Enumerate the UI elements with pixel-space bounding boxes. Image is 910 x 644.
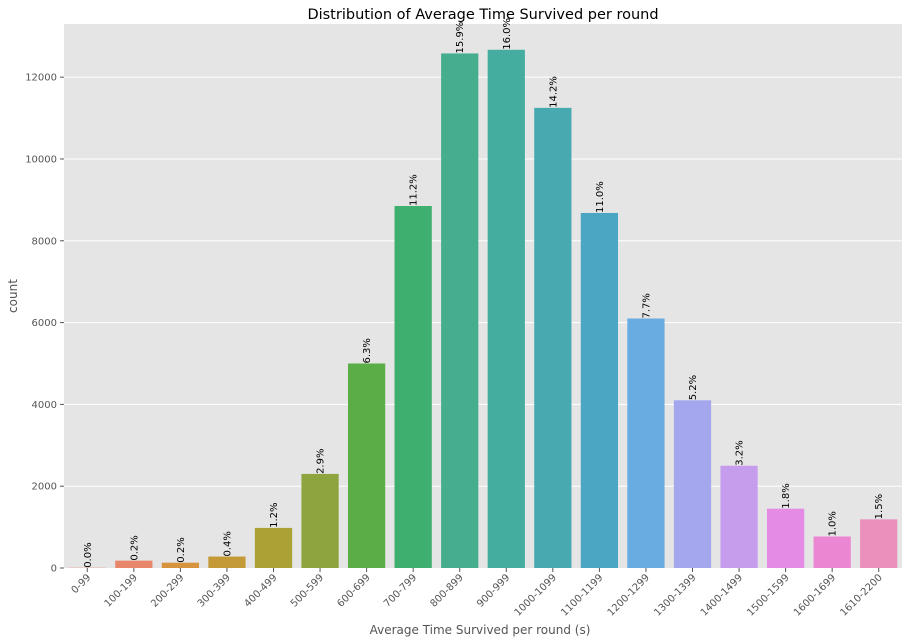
bar xyxy=(813,536,851,568)
bar xyxy=(534,107,572,569)
y-axis-label: count xyxy=(6,279,20,313)
bar-value-label: 1.8% xyxy=(781,483,792,508)
bar xyxy=(720,465,758,568)
grid-lines xyxy=(64,76,902,487)
bar-value-label: 15.9% xyxy=(455,22,466,54)
bar-value-label: 0.2% xyxy=(129,535,140,560)
bar xyxy=(487,49,525,568)
bar xyxy=(860,519,898,568)
plot-background xyxy=(64,24,902,568)
bar xyxy=(441,53,479,568)
bar xyxy=(208,556,246,568)
x-tick-label: 600-699 xyxy=(335,572,372,609)
x-tick-label: 1100-1199 xyxy=(559,572,605,618)
y-tick-label: 0 xyxy=(51,564,57,575)
x-tick-label: 1400-1499 xyxy=(699,572,745,618)
chart-title: Distribution of Average Time Survived pe… xyxy=(307,7,658,23)
bar-value-label: 1.0% xyxy=(828,511,839,536)
bar xyxy=(161,562,200,568)
x-axis-label: Average Time Survived per round (s) xyxy=(370,623,591,637)
bar-value-label: 0.0% xyxy=(83,542,94,567)
bar-value-label: 0.4% xyxy=(222,531,233,556)
x-tick-label: 0-99 xyxy=(70,572,94,596)
x-tick-label: 300-399 xyxy=(196,572,233,609)
y-tick-label: 6000 xyxy=(32,318,57,329)
bar xyxy=(394,206,432,569)
bar-value-label: 2.9% xyxy=(316,449,327,474)
x-tick-label: 700-799 xyxy=(382,572,419,609)
bar xyxy=(766,508,805,568)
bar xyxy=(673,400,712,568)
bar xyxy=(347,363,386,568)
x-tick-label: 1000-1099 xyxy=(513,572,559,618)
bar-value-label: 3.2% xyxy=(735,440,746,465)
bar-value-label: 0.2% xyxy=(176,537,187,562)
x-axis: 0-99 100-199 200-299 300-399 400-499 500-599 6… xyxy=(70,568,885,619)
bar-value-label: 1.5% xyxy=(874,494,885,519)
y-tick-label: 10000 xyxy=(25,154,57,165)
x-tick-label: 1610-2200 xyxy=(839,572,885,618)
x-tick-label: 400-499 xyxy=(242,572,279,609)
y-axis: 0 2000 4000 6000 8000 10000 12000 xyxy=(25,73,64,575)
x-tick-label: 200-299 xyxy=(149,572,186,609)
x-tick-label: 1300-1399 xyxy=(652,572,698,618)
bar-value-label: 5.2% xyxy=(688,375,699,400)
bar xyxy=(580,212,619,568)
x-tick-label: 1600-1699 xyxy=(792,572,838,618)
bar-value-label: 16.0% xyxy=(502,18,513,50)
bar xyxy=(627,318,665,568)
bars xyxy=(68,49,898,569)
y-tick-label: 2000 xyxy=(32,482,57,493)
bar xyxy=(115,560,153,568)
bar-value-label: 14.2% xyxy=(548,76,559,108)
bar-value-label: 7.7% xyxy=(641,293,652,318)
x-tick-label: 800-899 xyxy=(429,572,466,609)
x-tick-label: 100-199 xyxy=(103,572,140,609)
bar-value-label: 6.3% xyxy=(362,338,373,363)
x-tick-label: 1200-1299 xyxy=(606,572,652,618)
bar-labels: 0.0% 0.2% 0.2% 0.4% 1.2% 2.9% 6.3% 11.2% 15.9% 16… xyxy=(83,18,885,568)
x-tick-label: 900-999 xyxy=(475,572,512,609)
bar xyxy=(254,527,293,568)
y-tick-label: 8000 xyxy=(32,236,57,247)
x-tick-label: 500-599 xyxy=(289,572,326,609)
bar-value-label: 11.0% xyxy=(595,181,606,213)
bar-value-label: 11.2% xyxy=(409,174,420,206)
bar xyxy=(301,473,339,568)
y-tick-label: 12000 xyxy=(25,73,57,84)
x-tick-label: 1500-1599 xyxy=(745,572,791,618)
y-tick-label: 4000 xyxy=(32,400,57,411)
bar-value-label: 1.2% xyxy=(269,503,280,528)
